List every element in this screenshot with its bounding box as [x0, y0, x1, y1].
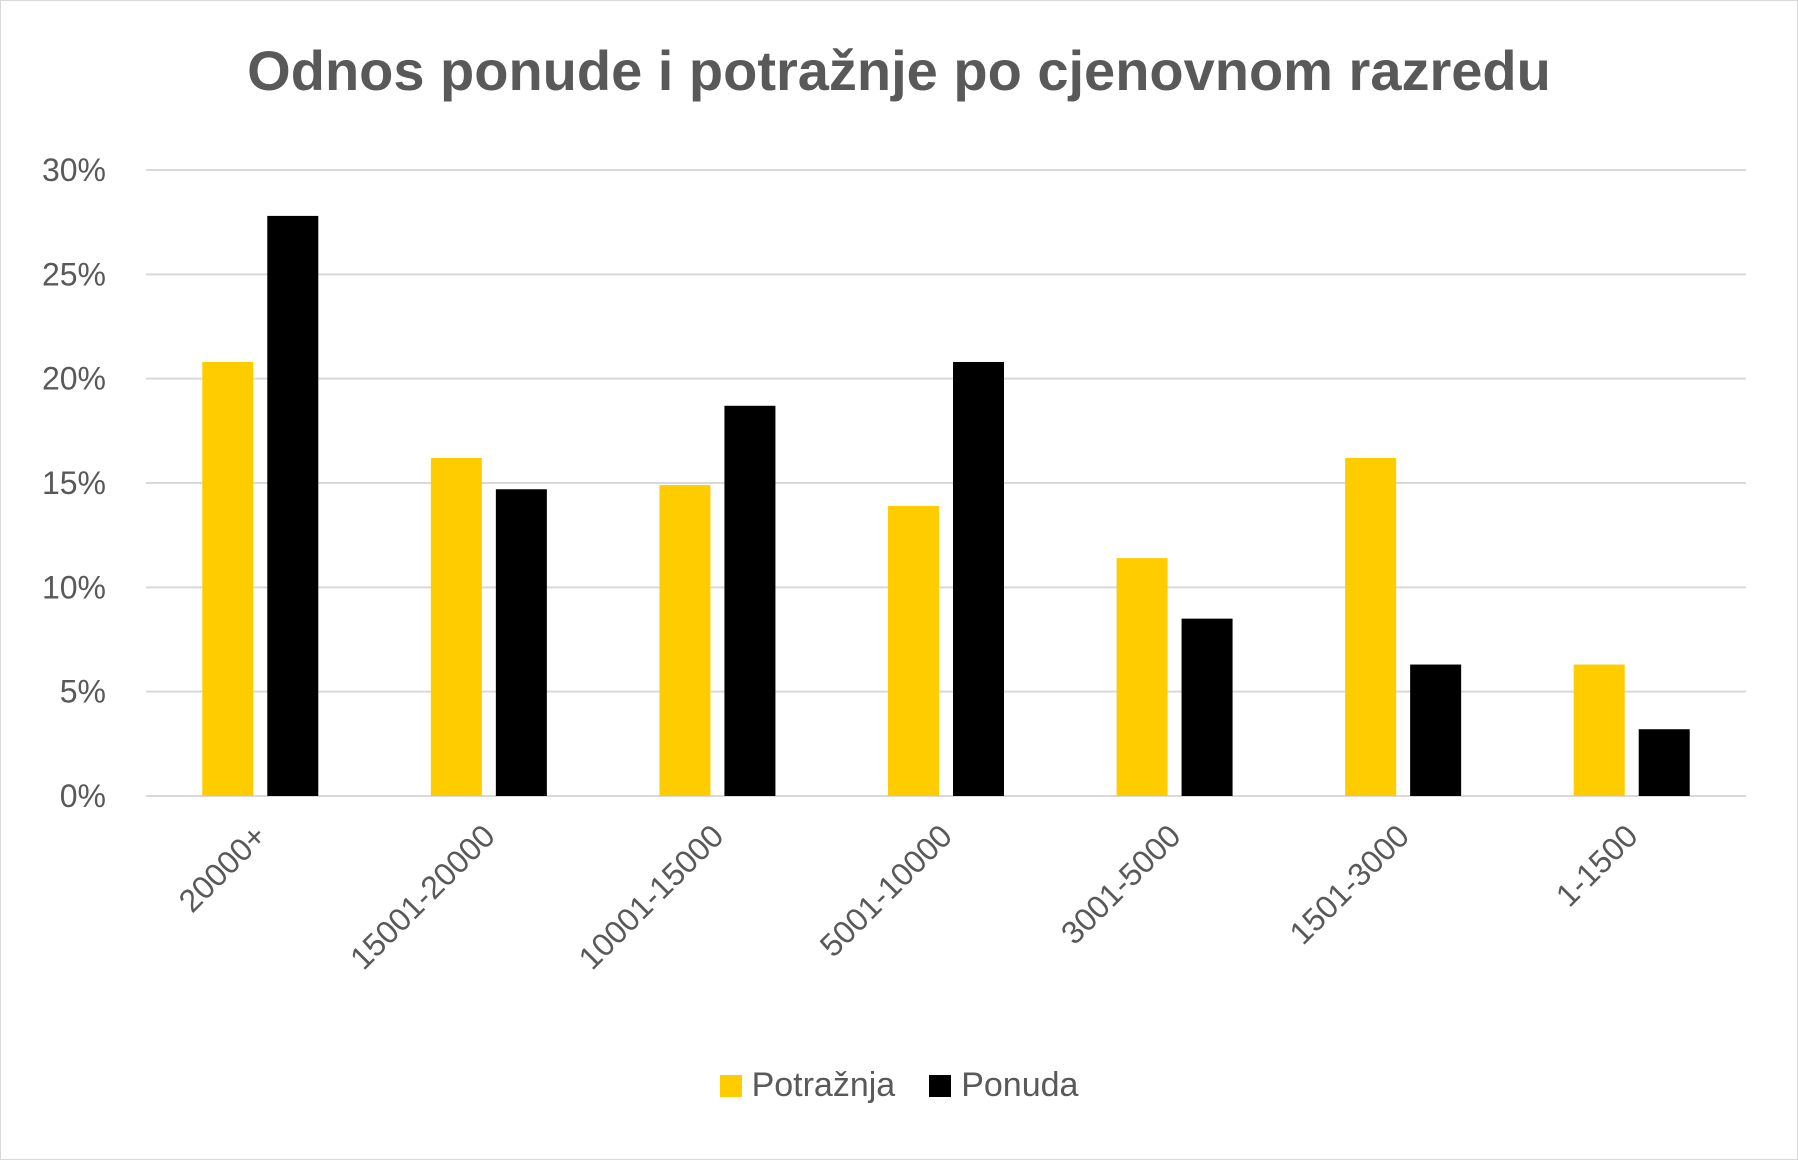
bar-potraznja: [659, 485, 711, 796]
bars: [202, 215, 1690, 796]
bar-ponuda: [1638, 729, 1690, 796]
legend-label-potraznja: Potražnja: [751, 1066, 896, 1104]
x-tick-label: 1-1500: [1549, 817, 1645, 913]
y-tick-label: 30%: [42, 152, 106, 188]
y-axis-ticks: 0% 5% 10% 15% 20% 25% 30%: [42, 152, 106, 814]
x-tick-label: 20000+: [172, 817, 274, 919]
x-tick-label: 3001-5000: [1054, 817, 1188, 951]
legend-swatch-ponuda: [929, 1074, 952, 1097]
bar-potraznja: [202, 361, 254, 796]
y-tick-label: 5%: [60, 674, 106, 710]
x-axis-ticks: 20000+ 15001-20000 10001-15000 5001-10000 30…: [172, 817, 1645, 976]
legend: Potražnja Ponuda: [0, 1066, 1798, 1105]
bar-ponuda: [495, 489, 547, 796]
bar-ponuda: [1410, 664, 1462, 796]
chart-title: Odnos ponude i potražnje po cjenovnom ra…: [247, 39, 1551, 102]
legend-label-ponuda: Ponuda: [961, 1066, 1079, 1104]
x-tick-label: 5001-10000: [813, 817, 959, 963]
y-tick-label: 10%: [42, 569, 106, 605]
legend-item-potraznja: Potražnja: [719, 1066, 896, 1105]
bar-ponuda: [1181, 618, 1233, 796]
bar-ponuda: [267, 215, 319, 796]
bar-potraznja: [1116, 558, 1168, 796]
x-tick-label: 10001-15000: [572, 817, 731, 976]
y-tick-label: 20%: [42, 361, 106, 397]
bar-potraznja: [888, 505, 939, 796]
y-tick-label: 25%: [42, 256, 106, 292]
bar-ponuda: [953, 361, 1004, 796]
bar-potraznja: [1573, 664, 1625, 796]
gridlines: [146, 169, 1746, 797]
x-tick-label: 15001-20000: [343, 817, 502, 976]
x-tick-label: 1501-3000: [1282, 817, 1416, 951]
legend-item-ponuda: Ponuda: [929, 1066, 1078, 1105]
bar-ponuda: [724, 405, 776, 796]
y-tick-label: 0%: [60, 778, 106, 814]
bar-potraznja: [430, 457, 482, 796]
legend-swatch-potraznja: [719, 1074, 742, 1097]
y-tick-label: 15%: [42, 465, 106, 501]
bar-potraznja: [1345, 457, 1397, 796]
